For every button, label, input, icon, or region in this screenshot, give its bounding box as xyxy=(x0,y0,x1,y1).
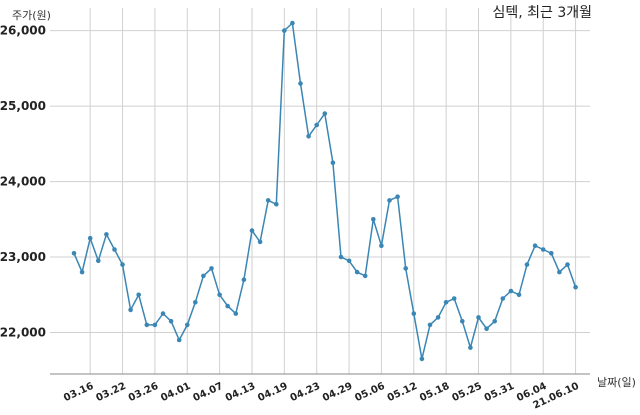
data-point xyxy=(411,311,417,316)
data-point xyxy=(160,311,166,316)
data-point xyxy=(168,318,174,324)
data-point xyxy=(460,318,465,324)
data-point xyxy=(338,254,344,260)
x-tick-label: 04.13 xyxy=(224,381,257,404)
data-point xyxy=(217,292,222,298)
data-point xyxy=(185,322,190,328)
data-point xyxy=(354,269,360,275)
data-point xyxy=(565,262,570,267)
data-point xyxy=(274,201,279,207)
data-point xyxy=(492,318,498,324)
x-tick-label: 03.16 xyxy=(62,381,95,404)
data-point xyxy=(152,322,158,328)
data-point xyxy=(71,251,77,256)
data-point xyxy=(241,277,247,283)
y-tick-label: 26,000 xyxy=(0,24,46,38)
data-point xyxy=(306,134,311,139)
x-tick-label: 04.19 xyxy=(256,381,289,404)
data-point xyxy=(419,356,425,362)
data-point xyxy=(128,307,133,313)
data-point xyxy=(435,315,441,320)
price-line xyxy=(73,21,577,360)
y-tick-label: 22,000 xyxy=(0,325,46,339)
data-point xyxy=(96,258,101,264)
data-point xyxy=(403,266,409,271)
y-tick-label: 24,000 xyxy=(0,175,46,189)
data-point xyxy=(249,228,255,233)
data-point xyxy=(508,288,514,294)
y-tick-labels: 22,000 23,000 24,000 25,000 26,000 xyxy=(0,24,46,340)
data-point xyxy=(557,269,562,275)
y-tick-label: 25,000 xyxy=(0,99,46,113)
x-tick-label: 05.18 xyxy=(418,381,451,404)
data-point xyxy=(112,247,117,252)
data-point xyxy=(298,81,303,86)
data-point xyxy=(314,122,320,128)
data-point xyxy=(136,292,141,298)
data-point xyxy=(209,266,214,271)
x-tick-label: 04.23 xyxy=(289,381,322,404)
data-point xyxy=(451,296,457,301)
data-point xyxy=(371,217,376,222)
data-point xyxy=(549,251,554,256)
x-tick-label: 04.07 xyxy=(192,381,225,404)
data-points xyxy=(71,20,578,362)
data-point xyxy=(427,322,433,328)
data-point xyxy=(516,292,522,298)
data-point xyxy=(290,20,295,26)
data-point xyxy=(362,273,368,279)
data-point xyxy=(330,160,336,165)
x-tick-label: 05.25 xyxy=(450,381,483,404)
data-point xyxy=(79,269,85,275)
x-tick-label: 03.22 xyxy=(94,381,127,404)
data-point xyxy=(282,28,287,33)
data-point xyxy=(193,300,198,305)
data-point xyxy=(176,337,182,343)
data-point xyxy=(532,243,538,248)
grid xyxy=(50,8,590,374)
data-point xyxy=(322,111,328,116)
data-point xyxy=(225,303,230,309)
data-point xyxy=(476,315,481,320)
data-point xyxy=(104,232,109,237)
data-point xyxy=(443,300,449,305)
data-point xyxy=(87,235,93,241)
data-point xyxy=(120,262,125,267)
data-point xyxy=(573,284,578,290)
data-point xyxy=(387,198,392,203)
data-point xyxy=(540,247,546,252)
data-point xyxy=(257,239,263,245)
data-point xyxy=(468,345,473,350)
data-point xyxy=(395,194,400,199)
x-tick-label: 03.26 xyxy=(127,381,160,404)
data-point xyxy=(484,326,489,332)
data-point xyxy=(500,296,506,301)
data-point xyxy=(379,243,384,248)
data-point xyxy=(144,322,150,328)
x-tick-labels: 03.16 03.22 03.26 04.01 04.07 04.13 04.19 04.23… xyxy=(62,381,581,412)
x-tick-label: 04.29 xyxy=(321,381,354,404)
x-tick-label: 04.01 xyxy=(159,381,192,404)
data-point xyxy=(265,198,271,203)
y-axis-label: 주가(원) xyxy=(12,9,51,22)
x-tick-label: 05.12 xyxy=(386,381,419,404)
x-tick-label: 05.06 xyxy=(353,381,386,404)
y-tick-label: 23,000 xyxy=(0,250,46,264)
data-point xyxy=(201,273,206,279)
data-point xyxy=(346,258,352,264)
x-tick-label: 05.31 xyxy=(483,381,516,404)
chart-title: 심텍, 최근 3개월 xyxy=(492,5,592,21)
data-point xyxy=(233,311,239,316)
x-axis-label: 날짜(일) xyxy=(597,375,636,389)
data-point xyxy=(524,262,530,267)
